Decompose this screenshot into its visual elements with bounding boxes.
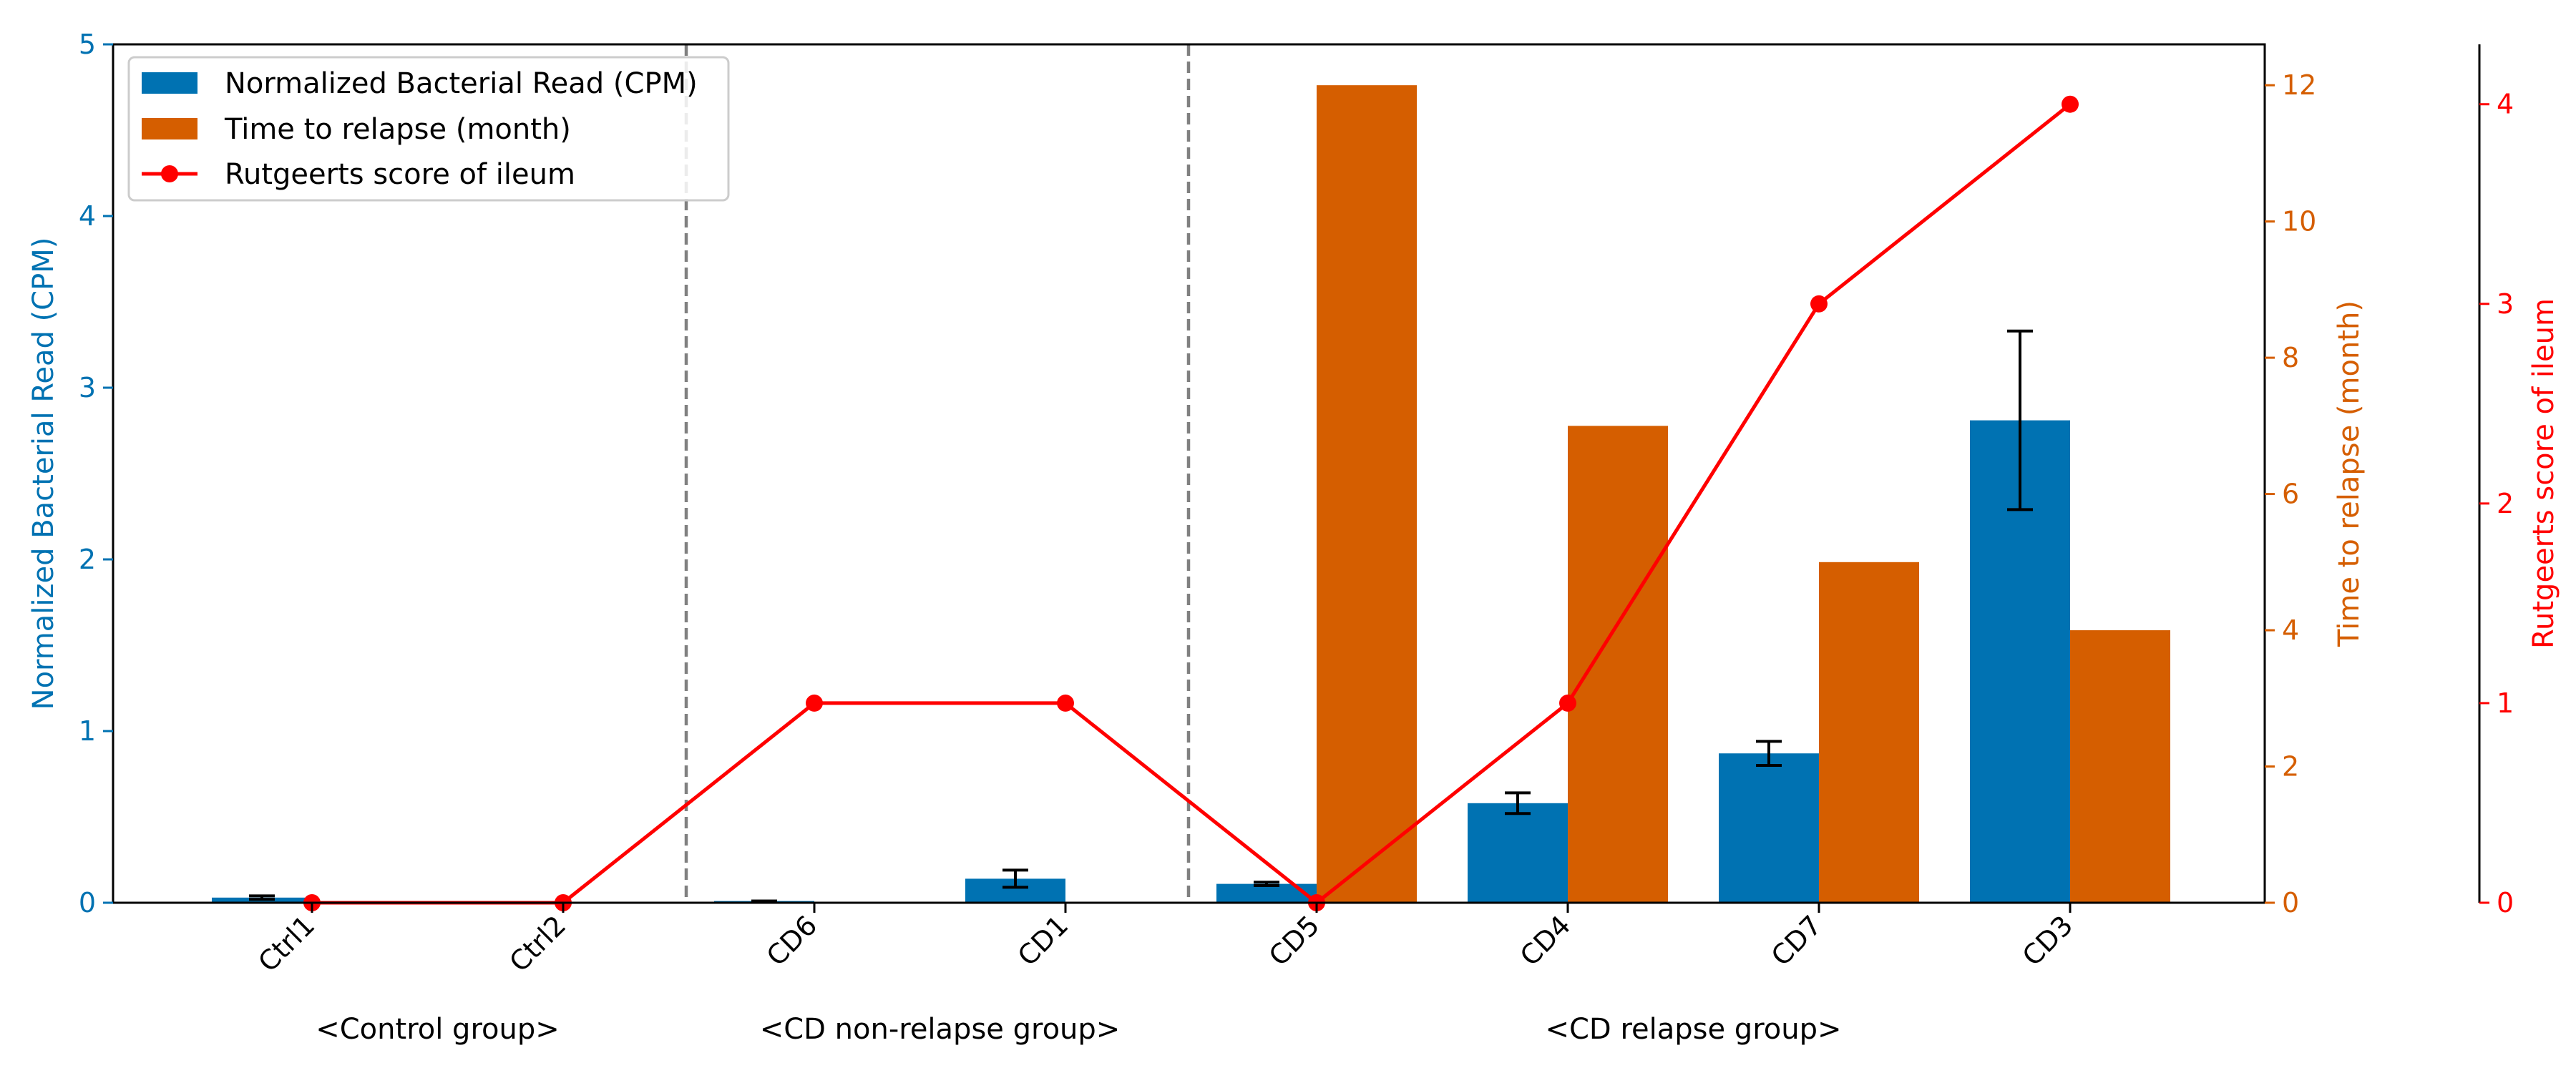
group-label: <CD non-relapse group> <box>760 1013 1121 1046</box>
legend-entry-relapse: Time to relapse (month) <box>142 113 571 146</box>
right-tick-label: 0 <box>2282 887 2299 918</box>
rutgeerts-line <box>303 95 2079 911</box>
error-bar-cd7 <box>1756 740 1782 767</box>
plot-frame <box>112 43 2266 904</box>
rutgeerts-point-cd6 <box>806 694 823 712</box>
group-label: <CD relapse group> <box>1545 1013 1841 1046</box>
x-tick-label-cd1: CD1 <box>1012 909 1075 972</box>
left-tick-label: 0 <box>79 887 96 918</box>
right2-axis: 0 1 2 3 4 Rutgeerts score of ileum <box>2478 44 2560 918</box>
legend-swatch-rutgeerts-marker <box>161 165 178 182</box>
group-labels: <Control group> <CD non-relapse group> <CD… <box>316 1013 1841 1046</box>
right2-axis-title: Rutgeerts score of ileum <box>2527 298 2560 649</box>
relapse-bar-cd4 <box>1568 426 1668 903</box>
x-tick-label-ctrl1: Ctrl1 <box>252 909 321 978</box>
legend-box <box>127 56 730 202</box>
left-tick-label: 1 <box>79 715 96 747</box>
error-bar-cd5 <box>1254 881 1279 887</box>
x-tick-label-cd7: CD7 <box>1765 909 1828 972</box>
right2-tick-label: 1 <box>2497 687 2514 719</box>
rutgeerts-point-cd7 <box>1810 295 1828 313</box>
right-tick-label: 4 <box>2282 614 2299 646</box>
x-tick-label-cd5: CD5 <box>1263 909 1326 972</box>
cpm-bar-cd7 <box>1719 753 1819 903</box>
cpm-bar-cd4 <box>1468 803 1568 903</box>
error-bar-cd3 <box>2007 329 2033 511</box>
left-axis: 0 1 2 3 4 5 Normalized Bacterial Read (CPM) <box>27 29 113 918</box>
x-tick-label-ctrl2: Ctrl2 <box>503 909 572 978</box>
right-axis-title: Time to relapse (month) <box>2333 300 2366 647</box>
right2-tick-label: 4 <box>2497 89 2514 120</box>
rutgeerts-point-cd3 <box>2062 95 2079 113</box>
legend-entry-cpm: Normalized Bacterial Read (CPM) <box>142 67 698 100</box>
left-tick-label: 5 <box>79 29 96 60</box>
rutgeerts-point-cd1 <box>1057 694 1074 712</box>
rutgeerts-line-path <box>312 102 2072 906</box>
legend-swatch-cpm <box>142 72 197 94</box>
right-tick-label: 2 <box>2282 751 2299 783</box>
left-tick-label: 2 <box>79 544 96 575</box>
error-bars <box>249 329 2033 904</box>
rutgeerts-point-cd4 <box>1559 694 1576 712</box>
right-axis: 0 2 4 6 8 10 12 Time to relapse (month) <box>2265 69 2366 918</box>
legend-label-relapse: Time to relapse (month) <box>224 113 571 146</box>
right-tick-label: 10 <box>2282 206 2316 237</box>
legend: Normalized Bacterial Read (CPM) Time to r… <box>127 56 730 202</box>
right-tick-label: 8 <box>2282 342 2299 373</box>
group-label: <Control group> <box>316 1013 560 1046</box>
bars <box>212 85 2170 903</box>
error-bar-cd4 <box>1505 791 1531 815</box>
right2-tick-label: 2 <box>2497 488 2514 519</box>
x-tick-label-cd4: CD4 <box>1514 909 1577 972</box>
relapse-bar-cd7 <box>1819 562 1919 903</box>
x-axis: Ctrl1 Ctrl2 CD6 CD1 CD5 CD4 CD7 CD3 <box>252 903 2079 978</box>
x-tick-label-cd3: CD3 <box>2016 909 2079 972</box>
relapse-bar-cd3 <box>2070 630 2170 903</box>
group-separators <box>684 44 1191 903</box>
left-tick-label: 3 <box>79 372 96 403</box>
right-tick-label: 12 <box>2282 69 2316 101</box>
legend-entry-rutgeerts: Rutgeerts score of ileum <box>142 158 575 191</box>
legend-swatch-relapse <box>142 118 197 139</box>
legend-label-rutgeerts: Rutgeerts score of ileum <box>225 158 575 191</box>
legend-label-cpm: Normalized Bacterial Read (CPM) <box>225 67 698 100</box>
right2-tick-label: 3 <box>2497 288 2514 320</box>
relapse-bar-cd5 <box>1317 85 1417 903</box>
error-bar-cd1 <box>1002 868 1028 889</box>
right-tick-label: 6 <box>2282 479 2299 510</box>
left-tick-label: 4 <box>79 200 96 232</box>
error-bar-ctrl1 <box>249 894 275 901</box>
left-axis-title: Normalized Bacterial Read (CPM) <box>27 237 60 710</box>
x-tick-label-cd6: CD6 <box>761 909 824 972</box>
right2-tick-label: 0 <box>2497 887 2514 918</box>
